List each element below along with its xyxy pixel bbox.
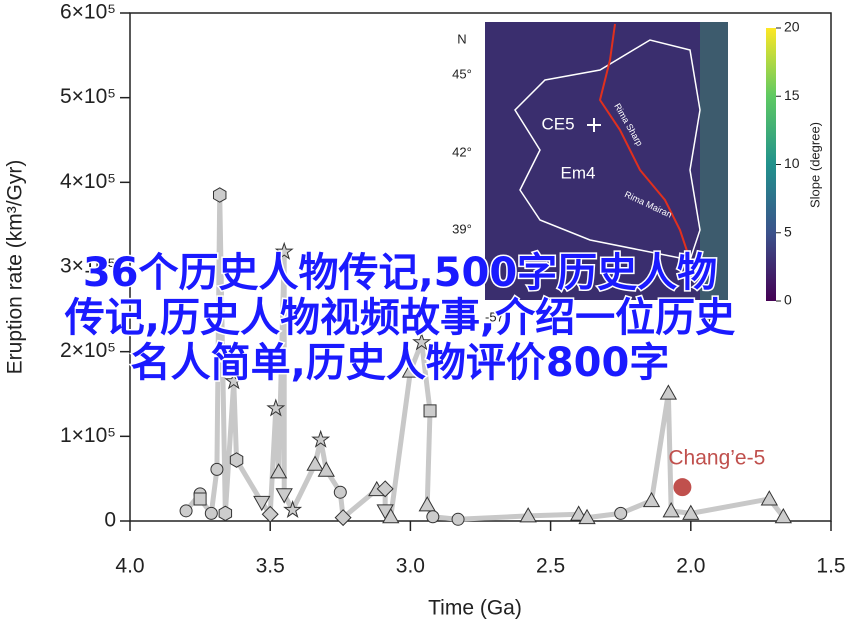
map-highland xyxy=(700,22,728,300)
map-label: -45° xyxy=(700,309,724,324)
data-point xyxy=(269,463,288,479)
colorbar-tick-label: 15 xyxy=(784,87,800,103)
data-point xyxy=(334,509,352,527)
data-point xyxy=(376,480,394,498)
data-point xyxy=(311,429,331,448)
x-tick-label: 1.5 xyxy=(816,555,845,578)
y-axis-label: Eruption rate (km³/Gyr) xyxy=(4,160,27,375)
rima-line xyxy=(598,23,691,261)
data-point xyxy=(261,505,279,523)
overlay-text: 名人简单,历史人物评价800字 xyxy=(131,340,670,386)
data-point xyxy=(306,455,324,471)
x-tick-label: 2.5 xyxy=(536,555,565,578)
data-point xyxy=(229,452,244,468)
data-point xyxy=(224,371,244,390)
data-point xyxy=(614,506,628,520)
data-point xyxy=(412,332,432,351)
y-tick-label: 5×10⁵ xyxy=(60,85,116,108)
data-point xyxy=(760,490,778,506)
data-point xyxy=(218,505,233,522)
data-point xyxy=(423,404,437,418)
data-point xyxy=(451,512,465,526)
overlay-text: 传记,历史人物视频故事,介绍一位历史 xyxy=(64,295,735,341)
map-label: 42° xyxy=(452,144,472,159)
x-tick-label: 2.0 xyxy=(676,555,705,578)
x-tick-label: 3.5 xyxy=(256,555,285,578)
data-point xyxy=(212,187,227,203)
overlay-text: 36个历史人物传记,500字历史人物 xyxy=(83,250,717,296)
data-point xyxy=(662,502,680,518)
colorbar-label: Slope (degree) xyxy=(807,122,822,208)
data-point xyxy=(519,507,537,523)
data-point xyxy=(193,492,207,506)
data-point xyxy=(642,491,661,508)
data-point xyxy=(659,384,678,400)
map-label: 39° xyxy=(452,221,472,236)
y-tick-label: 3×10⁵ xyxy=(60,255,116,278)
data-point xyxy=(418,496,436,512)
data-point xyxy=(317,461,335,477)
data-point xyxy=(569,505,588,521)
y-tick-label: 1×10⁵ xyxy=(60,424,116,447)
colorbar-tick-label: 5 xyxy=(784,223,792,239)
y-tick-label: 2×10⁵ xyxy=(60,339,116,362)
map-label: N xyxy=(457,31,466,46)
map-label: Em4 xyxy=(561,163,596,182)
map-label: CE5 xyxy=(541,114,574,133)
y-tick-label: 0 xyxy=(104,509,116,532)
x-tick-label: 3.0 xyxy=(396,555,425,578)
colorbar xyxy=(766,28,776,301)
data-point xyxy=(253,495,271,512)
x-axis-label: Time (Ga) xyxy=(428,597,522,620)
data-point xyxy=(774,507,792,524)
data-point xyxy=(274,241,294,260)
data-point xyxy=(266,398,286,417)
data-point xyxy=(382,507,400,524)
colorbar-tick-label: 0 xyxy=(784,292,792,308)
data-point xyxy=(275,488,293,504)
colorbar-tick-label: 20 xyxy=(784,19,800,35)
data-point xyxy=(401,362,420,378)
change5-label: Chang’e-5 xyxy=(668,447,765,470)
data-point xyxy=(333,485,347,499)
y-tick-label: 4×10⁵ xyxy=(60,170,116,193)
colorbar-tick-label: 10 xyxy=(784,155,800,171)
data-point xyxy=(210,462,224,476)
y-tick-label: 6×10⁵ xyxy=(60,1,116,24)
map-label: 45° xyxy=(452,66,472,81)
data-point xyxy=(283,500,303,519)
data-point xyxy=(204,506,218,520)
change5-point xyxy=(673,478,692,497)
data-point xyxy=(578,508,596,525)
map-label: -57° xyxy=(485,309,509,324)
data-point xyxy=(682,504,700,520)
ce5-cross xyxy=(587,118,601,132)
data-point xyxy=(426,510,440,524)
data-point xyxy=(179,504,193,518)
x-tick-label: 4.0 xyxy=(115,555,144,578)
